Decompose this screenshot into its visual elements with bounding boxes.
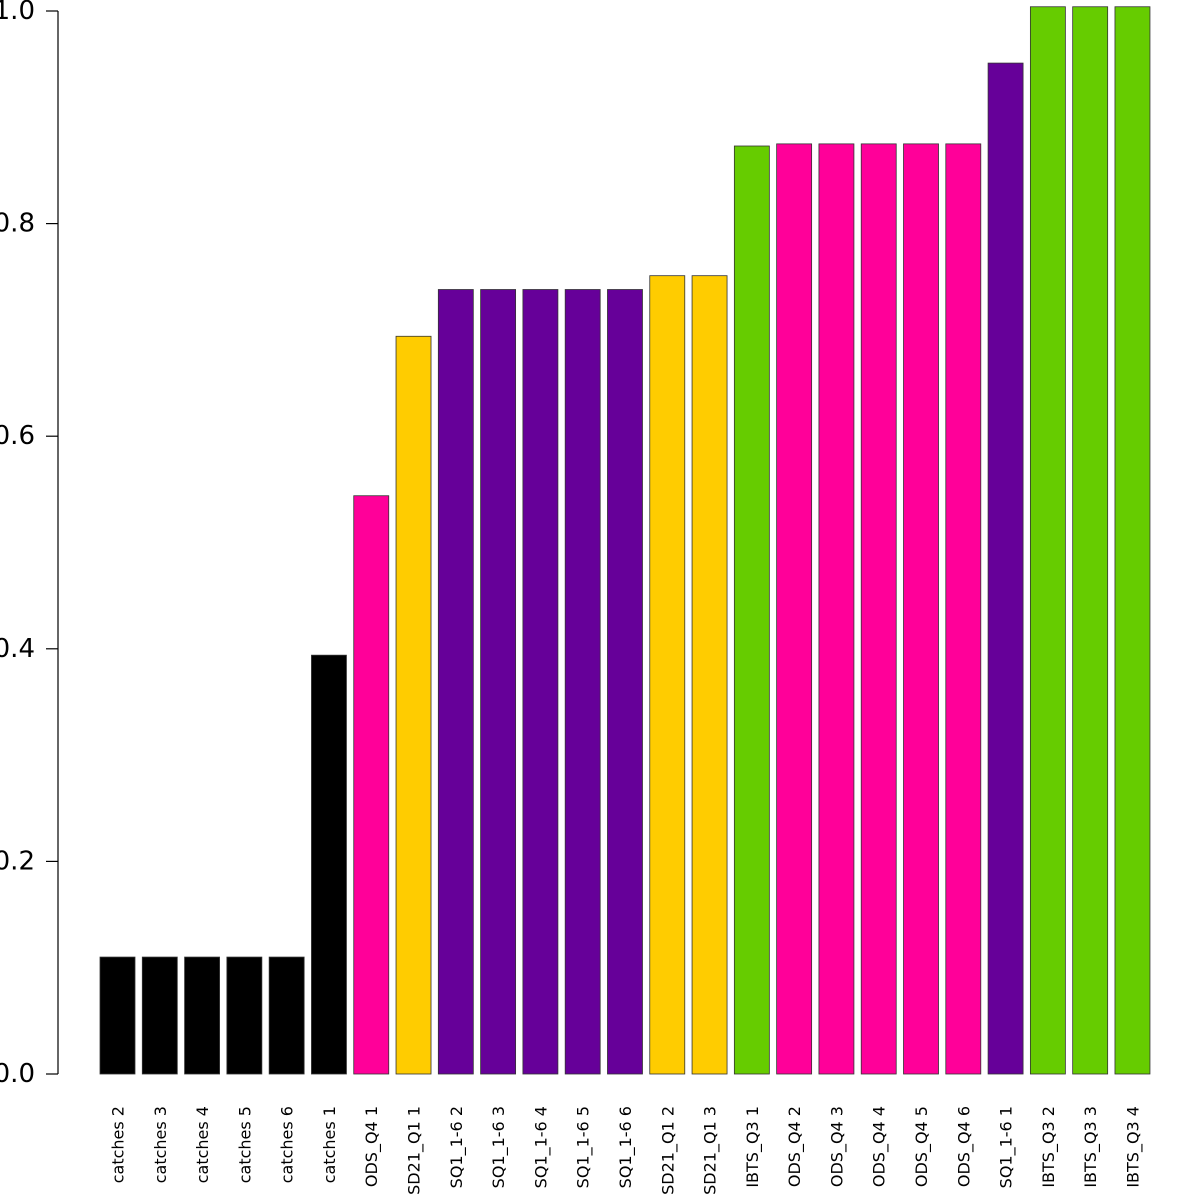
bar [564, 289, 601, 1075]
bar [141, 956, 178, 1075]
x-tick-label: SD21_Q1 3 [701, 1106, 721, 1195]
x-tick-label: ODS_Q4 2 [785, 1106, 805, 1187]
bar [776, 143, 813, 1075]
bar [311, 654, 347, 1075]
bar [522, 289, 559, 1075]
bar [226, 956, 263, 1075]
x-tick-label: IBTS_Q3 4 [1123, 1106, 1143, 1188]
y-tick-label: 0.4 [0, 634, 35, 664]
x-tick-label: SQ1_1-6 3 [489, 1106, 509, 1188]
x-tick-label: catches 5 [235, 1106, 254, 1183]
x-tick-label: SD21_Q1 2 [658, 1106, 678, 1195]
x-tick-label: catches 3 [151, 1106, 170, 1183]
bar [903, 143, 939, 1075]
x-tick-label: ODS_Q4 4 [870, 1106, 890, 1187]
x-tick-label: SD21_Q1 1 [405, 1106, 425, 1195]
x-tick-label: IBTS_Q3 2 [1039, 1106, 1059, 1188]
bars [99, 6, 1151, 1075]
bar [184, 956, 220, 1075]
y-tick-label: 1.0 [0, 0, 35, 26]
bar [733, 145, 770, 1075]
bar [649, 275, 686, 1075]
x-tick-label: SQ1_1-6 5 [574, 1106, 594, 1188]
y-tick-label: 0.2 [0, 846, 35, 876]
x-tick-label: ODS_Q4 6 [954, 1106, 974, 1187]
x-tick-label: catches 1 [320, 1106, 339, 1183]
bar [1114, 6, 1151, 1075]
bar [395, 335, 432, 1075]
bar [987, 62, 1024, 1075]
bar [945, 143, 982, 1075]
bar [99, 956, 136, 1075]
bar [1029, 6, 1066, 1075]
x-tick-label: catches 6 [278, 1106, 297, 1183]
bar [353, 495, 390, 1075]
bar [480, 289, 517, 1075]
x-tick-label: SQ1_1-6 4 [531, 1106, 551, 1188]
x-tick-label: IBTS_Q3 1 [743, 1106, 763, 1188]
x-tick-label: SQ1_1-6 6 [616, 1106, 636, 1188]
bar [437, 289, 474, 1075]
bar [691, 275, 728, 1075]
x-tick-label: catches 4 [193, 1106, 212, 1183]
x-tick-label: catches 2 [109, 1106, 128, 1183]
bar [860, 143, 897, 1075]
bar [607, 289, 643, 1075]
y-axis: 0.0 0.2 0.4 0.6 0.8 1.0 [0, 0, 59, 1089]
x-tick-label: IBTS_Q3 3 [1081, 1106, 1101, 1188]
x-tick-label: ODS_Q4 5 [912, 1106, 932, 1187]
y-tick-label: 0.8 [0, 209, 35, 239]
x-axis-labels: catches 2 catches 3 catches 4 catches 5 catc… [109, 1106, 1144, 1195]
x-tick-label: SQ1_1-6 1 [997, 1106, 1017, 1188]
x-tick-label: SQ1_1-6 2 [447, 1106, 467, 1188]
y-tick-label: 0.0 [0, 1059, 35, 1089]
bar [268, 956, 305, 1075]
x-tick-label: ODS_Q4 1 [362, 1106, 382, 1187]
y-tick-label: 0.6 [0, 421, 35, 451]
bar [1072, 6, 1109, 1075]
x-tick-label: ODS_Q4 3 [827, 1106, 847, 1187]
bar [818, 143, 855, 1075]
